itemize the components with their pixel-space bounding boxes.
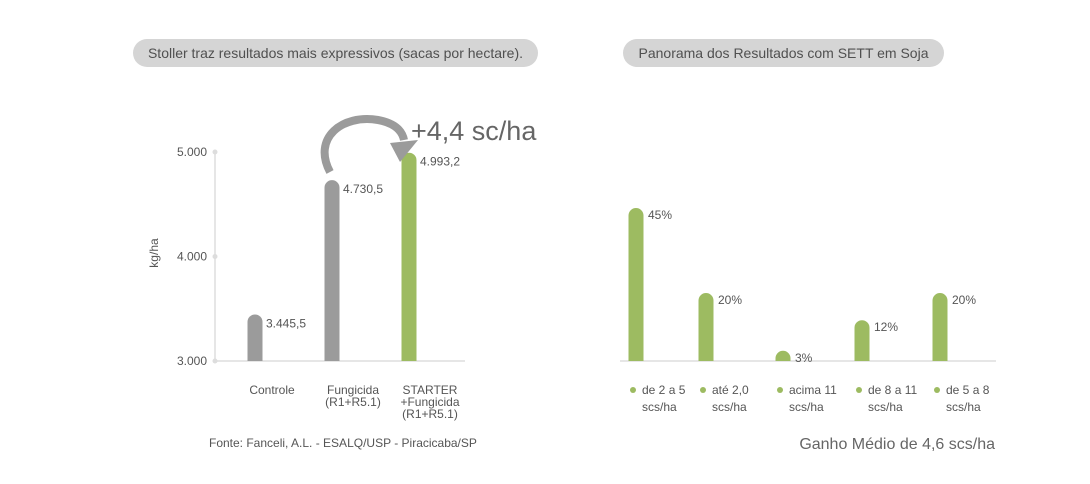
- right-bars: 45% de 2 a 5 scs/ha 20% até 2,0 scs/ha 3% acima…: [628, 208, 990, 414]
- category-label: scs/ha: [868, 400, 903, 414]
- bar: [324, 180, 340, 361]
- left-bars: 3.445,5Controle4.730,5Fungicida(R1+R5.1)…: [247, 152, 460, 421]
- right-panel-title: Panorama dos Resultados com SETT em Soja: [623, 39, 944, 67]
- legend-dot-icon: [777, 387, 783, 393]
- category-label: scs/ha: [712, 400, 747, 414]
- bar: [628, 208, 644, 361]
- bar-value-label: 3.445,5: [266, 316, 306, 330]
- gain-annotation: +4,4 sc/ha: [411, 116, 537, 146]
- category-label: Controle: [249, 383, 295, 397]
- source-note: Fonte: Fanceli, A.L. - ESALQ/USP - Pirac…: [209, 436, 477, 450]
- category-label: (R1+R5.1): [402, 407, 458, 421]
- category-label: (R1+R5.1): [325, 395, 381, 409]
- legend-dot-icon: [700, 387, 706, 393]
- category-label: Fungicida: [327, 383, 379, 397]
- bar: [401, 152, 417, 361]
- category-label: de 2 a 5: [642, 383, 686, 397]
- bar-value-label: 3%: [795, 351, 813, 365]
- y-tick-dot: [212, 254, 218, 259]
- category-label: até 2,0: [712, 383, 749, 397]
- y-tick-label: 3.000: [177, 354, 207, 368]
- left-panel-title: Stoller traz resultados mais expressivos…: [133, 39, 538, 67]
- y-tick-label: 4.000: [177, 250, 207, 264]
- category-label: STARTER: [403, 383, 458, 397]
- legend-dot-icon: [856, 387, 862, 393]
- category-label: de 5 a 8: [946, 383, 990, 397]
- bar: [775, 350, 791, 361]
- left-y-axis: 3.000 4.000 5.000 kg/ha: [147, 145, 465, 368]
- legend-dot-icon: [934, 387, 940, 393]
- y-tick-dot: [212, 149, 218, 155]
- bar-value-label: 45%: [648, 208, 672, 222]
- category-label: scs/ha: [946, 400, 981, 414]
- category-label: +Fungicida: [400, 395, 459, 409]
- category-label: scs/ha: [642, 400, 677, 414]
- category-label: acima 11: [789, 383, 837, 397]
- legend-dot-icon: [630, 387, 636, 393]
- bar: [698, 293, 714, 361]
- category-label: scs/ha: [789, 400, 824, 414]
- y-tick-dot: [212, 358, 218, 364]
- gain-arrow-head-icon: [390, 140, 418, 162]
- average-gain-footer: Ganho Médio de 4,6 scs/ha: [799, 436, 995, 453]
- gain-arrow-icon: [320, 115, 408, 174]
- bar-value-label: 12%: [874, 320, 898, 334]
- y-axis-label: kg/ha: [147, 238, 161, 268]
- bar: [247, 314, 263, 361]
- bar-value-label: 20%: [952, 293, 976, 307]
- bar: [932, 293, 948, 361]
- y-tick-label: 5.000: [177, 145, 207, 159]
- bar: [854, 320, 870, 361]
- category-label: de 8 a 11: [868, 383, 917, 397]
- bar-value-label: 4.730,5: [343, 182, 383, 196]
- bar-value-label: 4.993,2: [420, 155, 460, 169]
- bar-value-label: 20%: [718, 293, 742, 307]
